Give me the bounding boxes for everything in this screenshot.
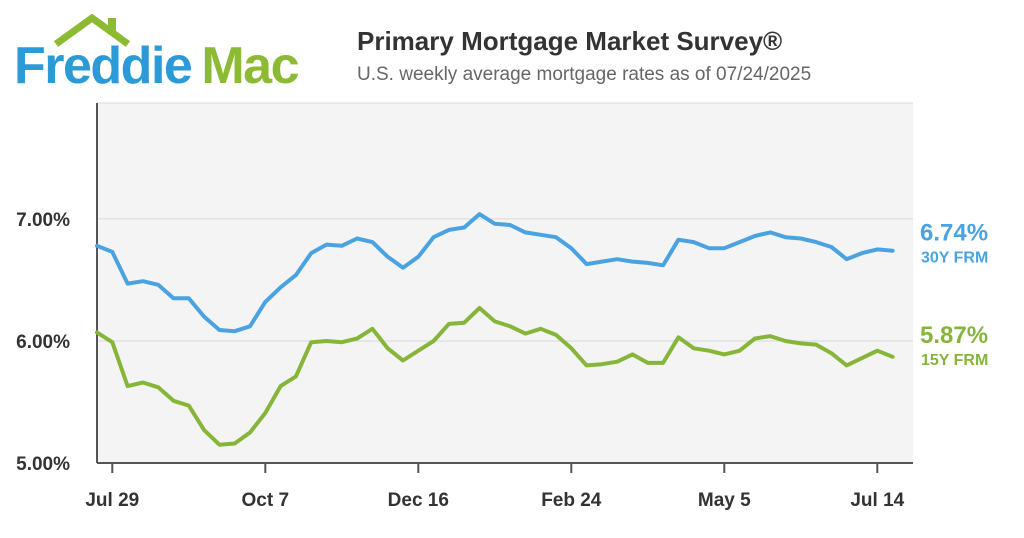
x-tick-label: Feb 24 [541,490,602,511]
y-tick-label: 6.00% [16,332,70,353]
logo-wordmark: Freddie Mac [14,37,299,95]
y-tick-label: 7.00% [16,210,70,231]
y-tick-label: 5.00% [16,454,70,475]
end-series-label-15y: 15Y FRM [921,352,988,369]
end-value-15y: 5.87% [920,322,988,349]
logo-freddie: Freddie [14,37,193,95]
plot-area [97,103,913,463]
x-tick-label: May 5 [698,490,751,511]
freddie-mac-logo: Freddie Mac [14,14,334,94]
end-value-30y: 6.74% [920,220,988,247]
x-tick-label: Dec 16 [388,490,449,511]
logo-mac: Mac [201,37,299,95]
end-series-label-30y: 30Y FRM [921,250,988,267]
x-tick-label: Jul 29 [85,490,139,511]
chart-title: Primary Mortgage Market Survey® [357,26,783,56]
series-line-15y [95,306,895,447]
series-line-30y [95,212,895,334]
x-tick-label: Oct 7 [242,490,290,511]
chart-subtitle: U.S. weekly average mortgage rates as of… [357,64,812,85]
house-roof-icon [53,14,131,47]
x-tick-label: Jul 14 [850,490,904,511]
